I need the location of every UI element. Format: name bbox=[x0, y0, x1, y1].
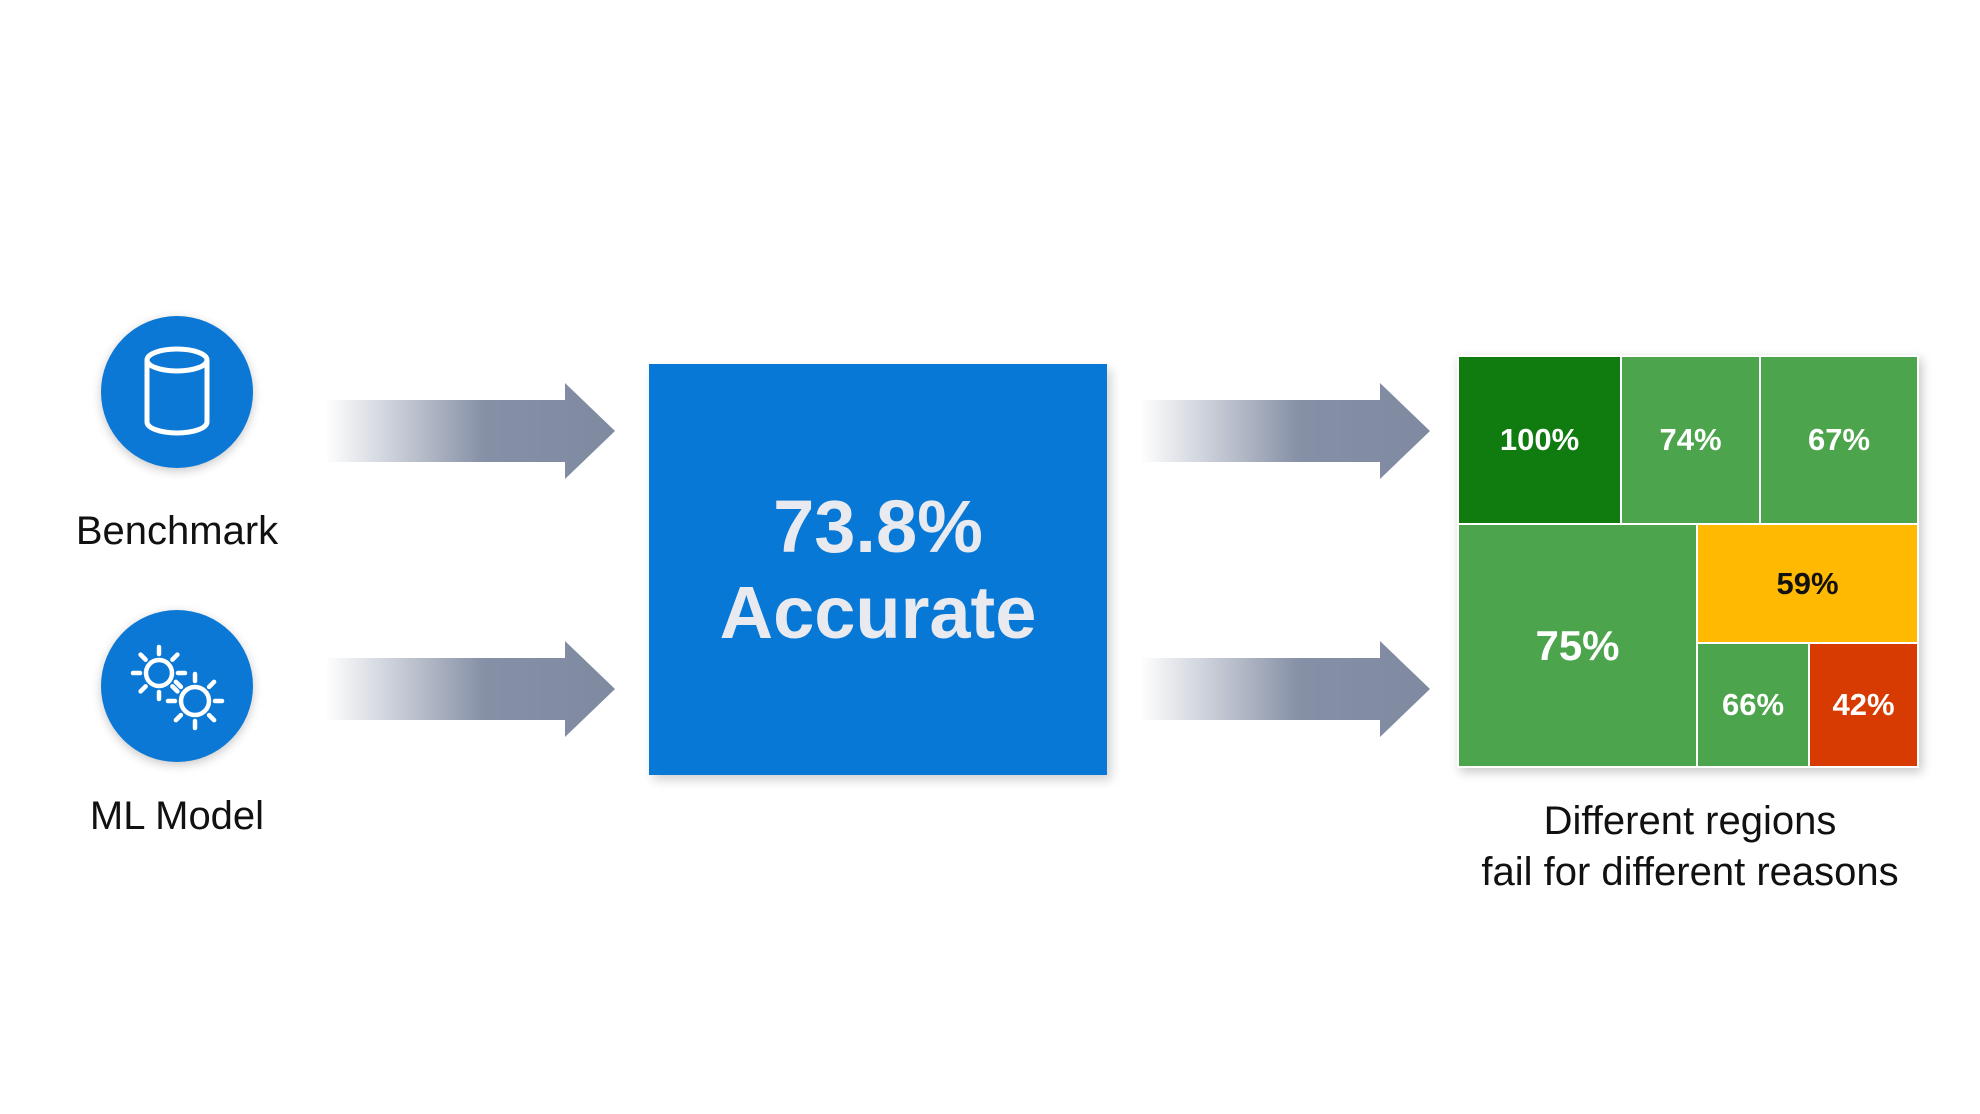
region-treemap: 100% 74% 67% 75% 59% 66% 42% bbox=[1457, 355, 1919, 768]
gears-icon bbox=[130, 644, 225, 731]
region-cell-75: 75% bbox=[1457, 523, 1698, 768]
regions-caption-line1: Different regions bbox=[1543, 799, 1837, 843]
region-cell-67: 67% bbox=[1759, 355, 1919, 525]
arrow-benchmark-to-accuracy bbox=[325, 383, 615, 479]
benchmark-label: Benchmark bbox=[75, 509, 279, 553]
regions-caption-line2: fail for different reasons bbox=[1481, 850, 1899, 894]
ml-model-label: ML Model bbox=[89, 794, 265, 838]
arrow-accuracy-to-regions-top bbox=[1140, 383, 1430, 479]
accuracy-label: Accurate bbox=[719, 570, 1037, 654]
database-icon bbox=[144, 346, 210, 436]
region-cell-74: 74% bbox=[1620, 355, 1761, 525]
region-cell-59: 59% bbox=[1696, 523, 1919, 644]
region-cell-66: 66% bbox=[1696, 642, 1810, 768]
benchmark-circle bbox=[101, 316, 253, 468]
region-cell-100: 100% bbox=[1457, 355, 1622, 525]
accuracy-value: 73.8% bbox=[773, 484, 983, 568]
ml-model-circle bbox=[101, 610, 253, 762]
arrow-accuracy-to-regions-bottom bbox=[1140, 641, 1430, 737]
arrow-model-to-accuracy bbox=[325, 641, 615, 737]
accuracy-box: 73.8% Accurate bbox=[649, 364, 1107, 775]
regions-caption: Different regions fail for different rea… bbox=[1380, 796, 1980, 898]
region-cell-42: 42% bbox=[1808, 642, 1919, 768]
